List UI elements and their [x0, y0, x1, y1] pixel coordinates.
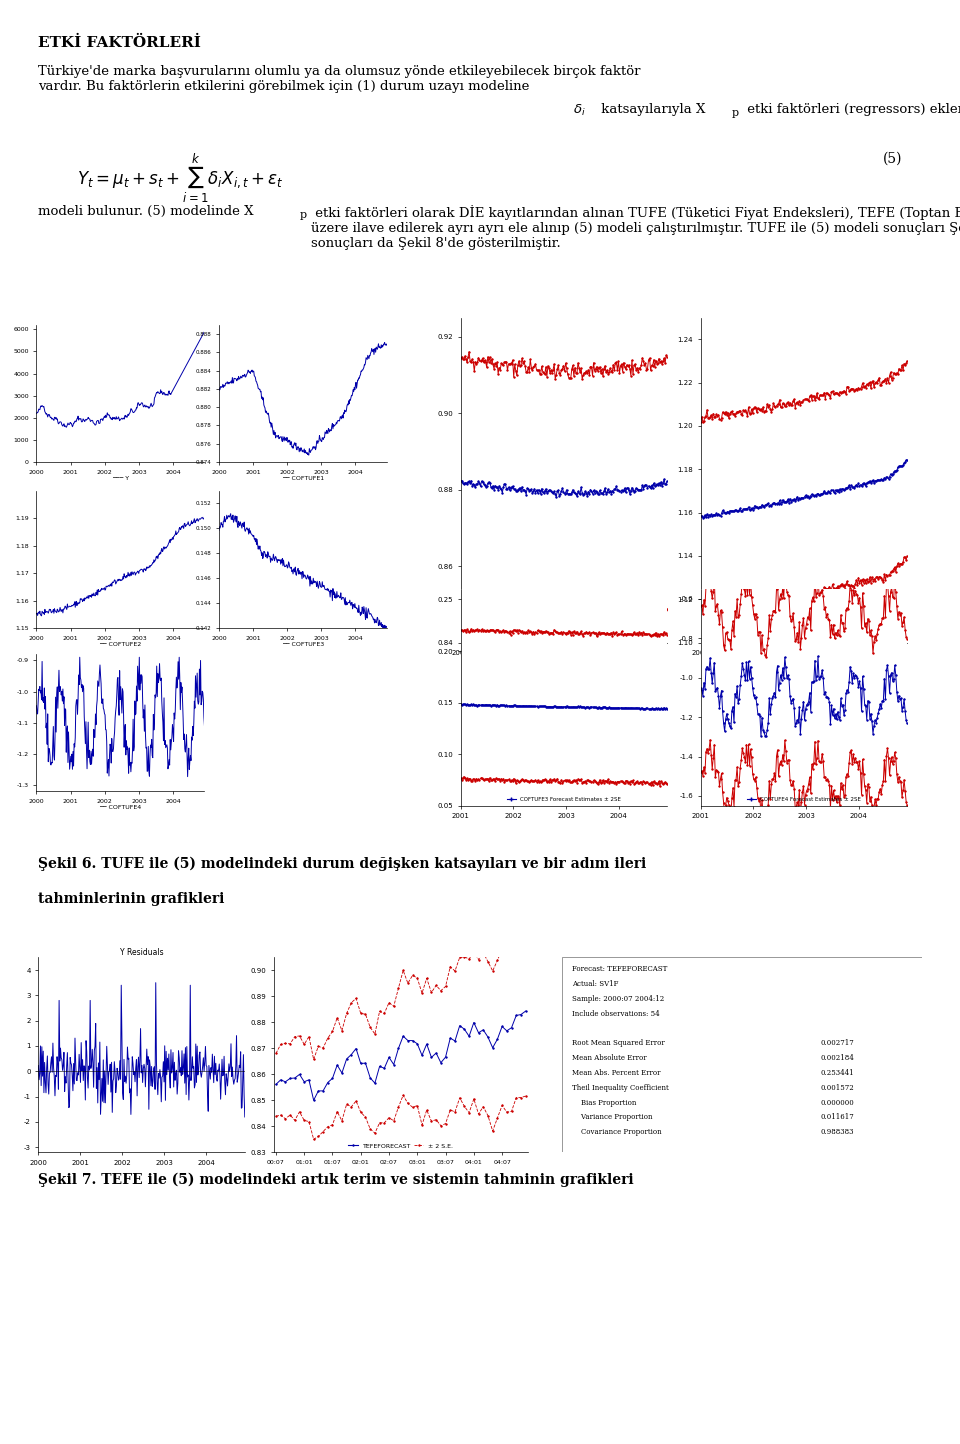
Text: 0.253441: 0.253441 [821, 1069, 854, 1077]
Text: (5): (5) [883, 152, 902, 166]
Legend: COFTUFE4 Forecast Estimates ± 2SE: COFTUFE4 Forecast Estimates ± 2SE [745, 796, 863, 804]
Text: Theil Inequality Coefficient: Theil Inequality Coefficient [572, 1083, 669, 1092]
Legend: COFTUFE3 Forecast Estimates ± 2SE: COFTUFE3 Forecast Estimates ± 2SE [505, 796, 623, 804]
Text: 0.002184: 0.002184 [821, 1054, 854, 1063]
Text: Mean Absolute Error: Mean Absolute Error [572, 1054, 647, 1063]
FancyBboxPatch shape [562, 957, 922, 1152]
Legend: COFTUFE1 Forecast Estimates ± 2SE, : COFTUFE1 Forecast Estimates ± 2SE, [497, 632, 631, 641]
Text: Sample: 2000:07 2004:12: Sample: 2000:07 2004:12 [572, 995, 664, 1002]
Text: Şekil 6. TUFE ile (5) modelindeki durum değişken katsayıları ve bir adım ileri: Şekil 6. TUFE ile (5) modelindeki durum … [38, 856, 647, 871]
Text: Forecast: TEFEFORECAST: Forecast: TEFEFORECAST [572, 965, 668, 973]
Text: Include observations: 54: Include observations: 54 [572, 1009, 660, 1018]
Text: $Y_t = \mu_t + s_t + \sum_{i=1}^{k} \delta_i X_{i,t} + \varepsilon_t$: $Y_t = \mu_t + s_t + \sum_{i=1}^{k} \del… [77, 152, 283, 205]
Text: Variance Proportion: Variance Proportion [572, 1113, 653, 1122]
X-axis label: ── COFTUFE4: ── COFTUFE4 [99, 806, 142, 810]
Text: Şekil 7. TEFE ile (5) modelindeki artık terim ve sistemin tahminin grafikleri: Şekil 7. TEFE ile (5) modelindeki artık … [38, 1173, 634, 1187]
Text: Covariance Proportion: Covariance Proportion [572, 1128, 662, 1136]
Text: 0.001572: 0.001572 [821, 1083, 854, 1092]
Text: tahminlerinin grafikleri: tahminlerinin grafikleri [38, 892, 225, 907]
Text: $\delta_i$: $\delta_i$ [573, 104, 586, 118]
Text: Mean Abs. Percent Error: Mean Abs. Percent Error [572, 1069, 660, 1077]
X-axis label: ── COFTUFE1: ── COFTUFE1 [282, 477, 324, 481]
Text: etki faktörleri (regressors) eklendiğinde: etki faktörleri (regressors) eklendiğind… [743, 104, 960, 117]
Text: p: p [732, 108, 738, 117]
X-axis label: ── COFTUFE3: ── COFTUFE3 [281, 643, 324, 647]
Text: 0.988383: 0.988383 [821, 1128, 854, 1136]
X-axis label: ── COFTUFE2: ── COFTUFE2 [99, 643, 142, 647]
Text: ETKİ FAKTÖRLERİ: ETKİ FAKTÖRLERİ [38, 36, 202, 51]
Text: p: p [300, 209, 306, 219]
Text: 0.011617: 0.011617 [821, 1113, 854, 1122]
Text: Actual: SV1F: Actual: SV1F [572, 980, 619, 988]
Text: Türkiye'de marka başvurularını olumlu ya da olumsuz yönde etkileyebilecek birçok: Türkiye'de marka başvurularını olumlu ya… [38, 65, 641, 92]
Text: etki faktörleri olarak DİE kayıtlarından alınan TUFE (Tüketici Fiyat Endeksleri): etki faktörleri olarak DİE kayıtlarından… [311, 205, 960, 250]
Text: modeli bulunur. (5) modelinde X: modeli bulunur. (5) modelinde X [38, 205, 253, 218]
Text: katsayılarıyla X: katsayılarıyla X [597, 104, 706, 117]
X-axis label: ─── Y: ─── Y [112, 477, 129, 481]
Text: 0.000000: 0.000000 [821, 1099, 854, 1106]
Text: Bias Proportion: Bias Proportion [572, 1099, 636, 1106]
Text: 0.002717: 0.002717 [821, 1040, 854, 1047]
Legend: TEFEFORECAST, ± 2 S.E.: TEFEFORECAST, ± 2 S.E. [346, 1141, 456, 1151]
Text: Root Mean Squared Error: Root Mean Squared Error [572, 1040, 665, 1047]
Title: Y Residuals: Y Residuals [120, 947, 163, 956]
Legend: COFTUFE2 Forecast Estimates ± 2SE, : COFTUFE2 Forecast Estimates ± 2SE, [737, 632, 871, 641]
